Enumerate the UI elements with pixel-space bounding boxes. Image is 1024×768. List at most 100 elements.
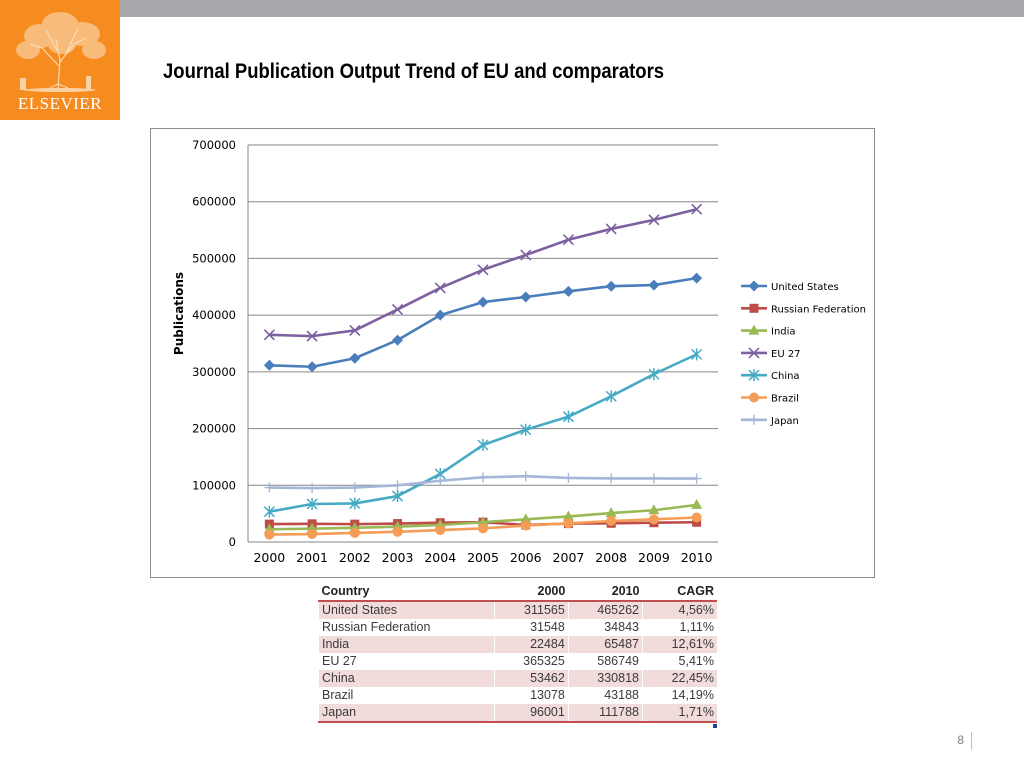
cell-cagr: 1,71% (642, 704, 717, 723)
x-tick-label: 2008 (595, 550, 627, 565)
data-point (477, 296, 489, 308)
table-row: China 53462 330818 22,45% (318, 670, 717, 687)
series-united-states (263, 272, 703, 373)
data-point (648, 279, 660, 291)
data-point (691, 272, 703, 284)
line-chart: 0 100000 200000 300000 400000 500000 600000 700… (172, 138, 866, 565)
legend-marker (749, 414, 759, 425)
table-row: India 22484 65487 12,61% (318, 636, 717, 653)
data-point (648, 368, 660, 381)
legend-marker (749, 303, 759, 313)
data-point (562, 234, 575, 246)
y-tick-label: 0 (229, 535, 236, 549)
data-point (562, 510, 574, 521)
data-point (349, 527, 360, 538)
y-axis-label: Publications (172, 272, 186, 355)
data-point (691, 512, 702, 523)
data-point (563, 518, 574, 529)
x-tick-label: 2009 (638, 550, 670, 565)
data-point (520, 249, 532, 261)
x-tick-label: 2002 (339, 550, 371, 565)
series-line (269, 276, 697, 369)
cell-country: Russian Federation (318, 619, 495, 636)
data-point (392, 480, 403, 491)
legend-entry: India (741, 324, 796, 338)
data-point (691, 348, 703, 361)
data-point (605, 390, 617, 403)
data-point (520, 423, 532, 436)
data-point (520, 291, 532, 303)
data-point (691, 498, 703, 509)
x-tick-label: 2010 (681, 550, 713, 565)
x-tick-label: 2004 (424, 550, 456, 565)
cell-2000: 53462 (493, 670, 569, 687)
cell-cagr: 1,11% (642, 619, 717, 636)
legend-entry: China (741, 369, 800, 382)
page-number: 8 (957, 733, 964, 747)
data-point (307, 529, 318, 540)
data-point (434, 282, 446, 294)
cell-country: Japan (318, 704, 495, 723)
data-point (478, 472, 488, 483)
data-point (307, 483, 318, 494)
cell-2000: 96001 (493, 704, 569, 723)
legend-marker (748, 369, 760, 382)
legend-entry: Japan (741, 414, 799, 427)
data-point (349, 352, 361, 364)
cell-2010: 43188 (567, 687, 643, 704)
data-point (562, 285, 574, 297)
cell-country: Brazil (318, 687, 495, 704)
data-point (263, 359, 275, 371)
header-2010: 2010 (568, 583, 643, 602)
x-tick-label: 2003 (382, 550, 414, 565)
legend-label: India (771, 327, 796, 338)
cell-2010: 586749 (567, 653, 643, 670)
x-tick-label: 2007 (553, 550, 585, 565)
table-row: Japan 96001 111788 1,71% (318, 704, 717, 723)
data-point (306, 361, 318, 373)
data-point (563, 472, 574, 483)
table-corner-marker (713, 724, 717, 728)
y-tick-label: 700000 (192, 138, 236, 152)
series-brazil (264, 512, 702, 540)
cell-country: EU 27 (318, 653, 495, 670)
x-tick-label: 2005 (467, 550, 499, 565)
legend-label: United States (771, 282, 839, 293)
series-china (263, 348, 703, 518)
table-row: Russian Federation 31548 34843 1,11% (318, 619, 717, 636)
data-point (478, 523, 488, 534)
cell-country: United States (318, 601, 495, 619)
header-2000: 2000 (494, 583, 569, 602)
data-point (691, 473, 702, 484)
elsevier-wordmark: ELSEVIER (17, 94, 103, 113)
data-point (606, 473, 617, 484)
legend-marker (748, 347, 760, 359)
data-point (648, 504, 660, 515)
cell-2000: 22484 (493, 636, 569, 653)
cell-2010: 465262 (567, 601, 643, 619)
elsevier-logo: ELSEVIER (0, 0, 120, 120)
legend-label: Russian Federation (771, 304, 866, 315)
series-eu-27 (263, 203, 703, 342)
header-cagr: CAGR (642, 583, 717, 602)
legend-entry: Russian Federation (741, 303, 866, 315)
x-tick-label: 2001 (296, 550, 328, 565)
cell-cagr: 5,41% (642, 653, 717, 670)
legend-label: Japan (770, 416, 799, 427)
y-tick-label: 100000 (192, 478, 236, 492)
legend-marker (748, 280, 760, 292)
data-point (434, 309, 446, 321)
cell-cagr: 22,45% (642, 670, 717, 687)
data-point (349, 497, 361, 510)
data-point (392, 526, 403, 537)
data-point (648, 514, 659, 525)
cell-2000: 311565 (493, 601, 569, 619)
legend-entry: Brazil (741, 392, 799, 405)
data-point (477, 439, 489, 452)
data-point (349, 324, 361, 337)
data-point (648, 214, 660, 226)
data-point (263, 329, 275, 341)
data-point (606, 516, 617, 527)
tree-icon (16, 12, 106, 92)
data-point (605, 280, 617, 292)
